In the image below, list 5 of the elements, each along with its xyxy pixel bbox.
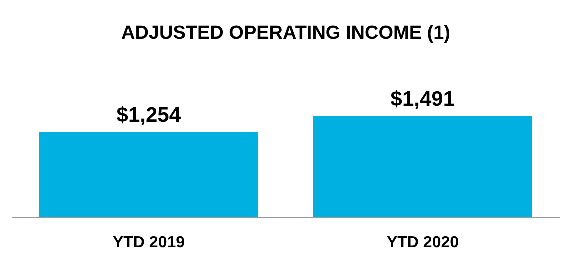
- x-tick-label: YTD 2019: [112, 234, 186, 252]
- data-label: $1,491: [390, 88, 456, 111]
- chart-title: ADJUSTED OPERATING INCOME (1): [120, 22, 452, 46]
- x-tick-label: YTD 2020: [386, 234, 460, 252]
- data-label: $1,254: [116, 104, 182, 128]
